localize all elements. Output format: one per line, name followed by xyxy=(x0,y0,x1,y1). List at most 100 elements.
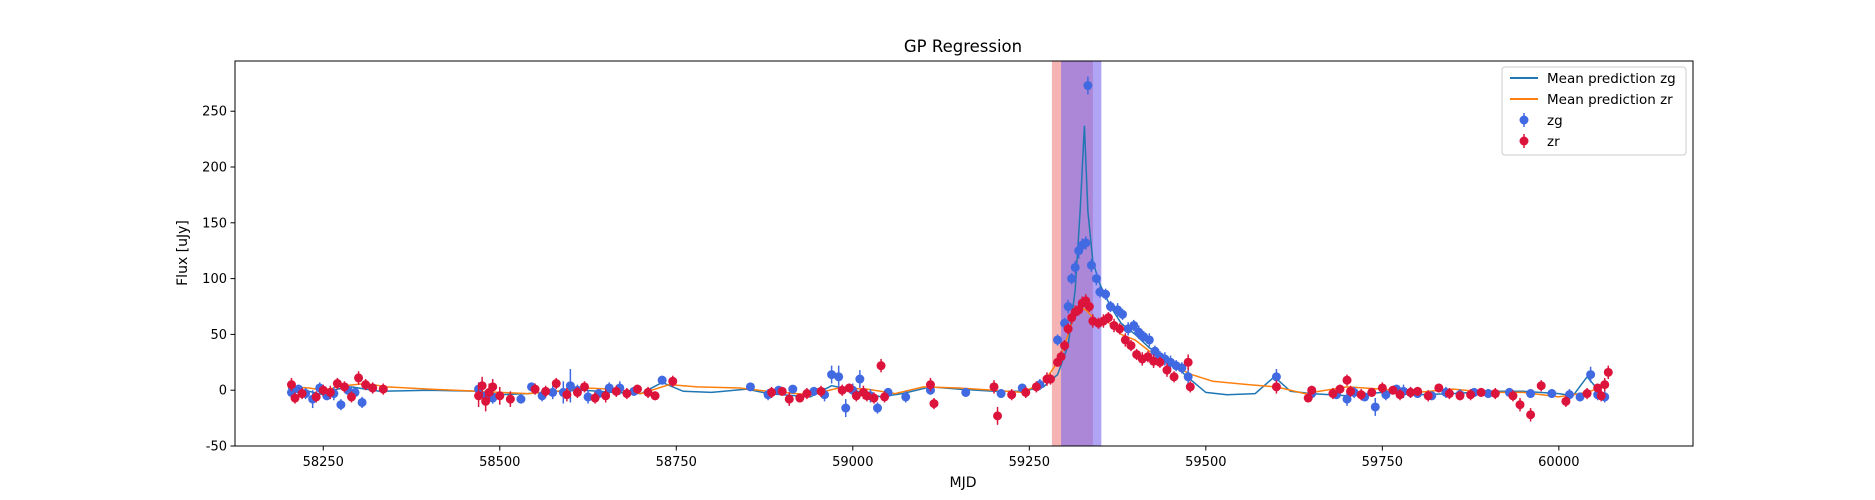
zr-data-point xyxy=(1060,341,1070,351)
zg-data-point xyxy=(565,381,575,391)
zg-data-point xyxy=(745,382,755,392)
zg-data-point xyxy=(604,383,614,393)
zr-data-point xyxy=(1045,374,1055,384)
zr-data-point xyxy=(1346,386,1356,396)
zr-data-point xyxy=(1515,400,1525,410)
zg-data-point xyxy=(996,389,1006,399)
zr-data-point xyxy=(1395,390,1405,400)
zr-data-point xyxy=(851,391,861,401)
zg-data-point xyxy=(1483,389,1493,399)
zr-data-point xyxy=(925,380,935,390)
zg-data-point xyxy=(357,397,367,407)
zr-data-point xyxy=(572,387,582,397)
zg-data-point xyxy=(961,387,971,397)
zr-data-point xyxy=(1356,390,1366,400)
zg-data-point xyxy=(873,403,883,413)
zr-data-point xyxy=(1476,387,1486,397)
zr-data-point xyxy=(1271,382,1281,392)
zr-data-point xyxy=(505,394,515,404)
chart-title: GP Regression xyxy=(904,37,1022,56)
zg-data-point xyxy=(809,386,819,396)
zg-data-point xyxy=(827,370,837,380)
zr-data-point xyxy=(354,373,364,383)
zg-data-point xyxy=(583,392,593,402)
zg-data-point xyxy=(1129,320,1139,330)
zr-data-point xyxy=(1120,335,1130,345)
plot-area xyxy=(286,61,1613,446)
zr-data-point xyxy=(1536,381,1546,391)
zr-data-point xyxy=(880,392,890,402)
zr-data-point xyxy=(876,361,886,371)
y-tick-label: 50 xyxy=(210,328,227,343)
zr-data-point xyxy=(1155,357,1165,367)
zr-data-point xyxy=(1063,324,1073,334)
zg-data-point xyxy=(1547,389,1557,399)
y-axis-label: Flux [uJy] xyxy=(175,220,191,286)
zg-data-point xyxy=(1526,389,1536,399)
zr-data-point xyxy=(1423,391,1433,401)
zr-data-point xyxy=(1561,396,1571,406)
zg-data-point xyxy=(834,372,844,382)
zr-data-point xyxy=(1444,389,1454,399)
legend-label-zg-line: Mean prediction zg xyxy=(1547,71,1676,87)
zr-data-point xyxy=(993,411,1003,421)
zr-data-point xyxy=(767,387,777,397)
zr-data-point xyxy=(1303,393,1313,403)
x-axis-ticks: 58250 58500 58750 59000 59250 59500 59750 60000 xyxy=(303,446,1580,470)
zr-data-point xyxy=(488,382,498,392)
zr-data-point xyxy=(290,393,300,403)
zg-data-point xyxy=(1101,289,1111,299)
zr-data-point xyxy=(989,382,999,392)
legend: Mean prediction zg Mean prediction zr zg… xyxy=(1501,66,1687,156)
zg-data-point xyxy=(1063,302,1073,312)
zr-data-point xyxy=(562,390,572,400)
zr-data-point xyxy=(802,389,812,399)
zg-data-point xyxy=(1342,394,1352,404)
zr-data-point xyxy=(325,387,335,397)
zr-data-point xyxy=(929,399,939,409)
zr-data-point xyxy=(862,391,872,401)
zr-data-point xyxy=(1342,375,1352,385)
zr-data-point xyxy=(495,391,505,401)
legend-swatch-zg-marker xyxy=(1519,115,1529,125)
zr-data-point xyxy=(837,385,847,395)
zg-data-point xyxy=(516,394,526,404)
zr-data-point xyxy=(1021,387,1031,397)
zr-data-point xyxy=(368,383,378,393)
zr-data-point xyxy=(1596,391,1606,401)
zr-data-point xyxy=(361,380,371,390)
zr-data-point xyxy=(1115,324,1125,334)
y-tick-label: 0 xyxy=(219,384,227,399)
zr-data-point xyxy=(286,380,296,390)
zr-data-point xyxy=(1490,389,1500,399)
zr-data-point xyxy=(1074,305,1084,315)
y-tick-label: 250 xyxy=(202,105,227,120)
zg-data-point xyxy=(1081,238,1091,248)
zr-data-point xyxy=(869,393,879,403)
y-tick-label: 100 xyxy=(202,272,227,287)
zr-data-point xyxy=(1183,357,1193,367)
legend-label-zr-line: Mean prediction zr xyxy=(1547,92,1673,108)
zr-data-point xyxy=(1103,313,1113,323)
zg-data-point xyxy=(1070,262,1080,272)
zr-data-point xyxy=(579,382,589,392)
legend-swatch-zr-marker xyxy=(1519,136,1529,146)
zr-data-point xyxy=(601,391,611,401)
zr-data-point xyxy=(1084,302,1094,312)
zg-data-point xyxy=(1083,81,1093,91)
zg-data-point xyxy=(1144,335,1154,345)
zg-data-point xyxy=(855,374,865,384)
zr-data-point xyxy=(346,392,356,402)
zg-data-point xyxy=(1106,302,1116,312)
zr-data-point xyxy=(1185,382,1195,392)
y-tick-label: -50 xyxy=(206,440,227,455)
x-tick-label: 58750 xyxy=(656,455,697,470)
zr-data-point xyxy=(1406,387,1416,397)
series-zr-points xyxy=(286,294,1613,425)
zg-data-point xyxy=(1564,390,1574,400)
zg-data-point xyxy=(1370,402,1380,412)
zr-data-point xyxy=(1388,385,1398,395)
zr-data-point xyxy=(611,386,621,396)
zr-data-point xyxy=(1162,365,1172,375)
